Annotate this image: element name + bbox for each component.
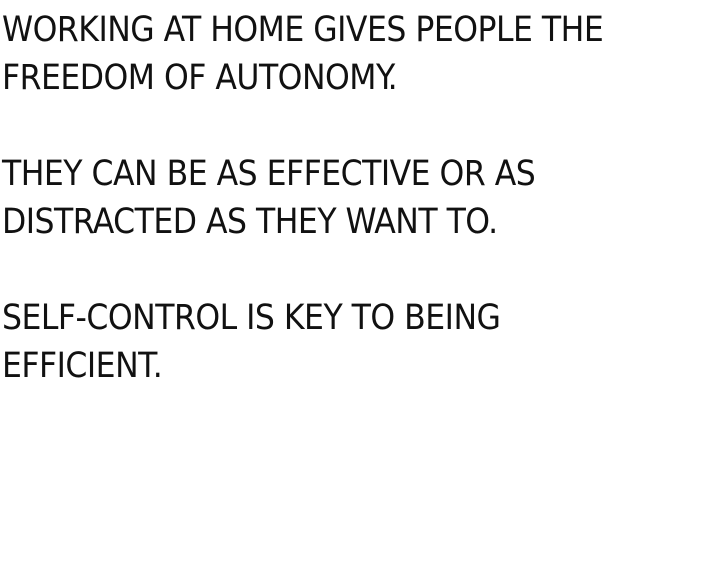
text-line: FREEDOM OF AUTONOMY. <box>2 58 398 98</box>
text-line: DISTRACTED AS THEY WANT TO. <box>2 202 498 242</box>
body-text: WORKING AT HOME GIVES PEOPLE THE FREEDOM… <box>2 6 702 438</box>
text-line: SELF-CONTROL IS KEY TO BEING <box>2 298 501 338</box>
text-line: EFFICIENT. <box>2 346 163 386</box>
text-line: THEY CAN BE AS EFFECTIVE OR AS <box>2 154 536 194</box>
paragraph-self-control: SELF-CONTROL IS KEY TO BEING EFFICIENT. <box>2 294 702 390</box>
paragraph-autonomy: WORKING AT HOME GIVES PEOPLE THE FREEDOM… <box>2 6 702 102</box>
text-line: WORKING AT HOME GIVES PEOPLE THE <box>2 10 604 50</box>
paragraph-effective-distracted: THEY CAN BE AS EFFECTIVE OR AS DISTRACTE… <box>2 150 702 246</box>
